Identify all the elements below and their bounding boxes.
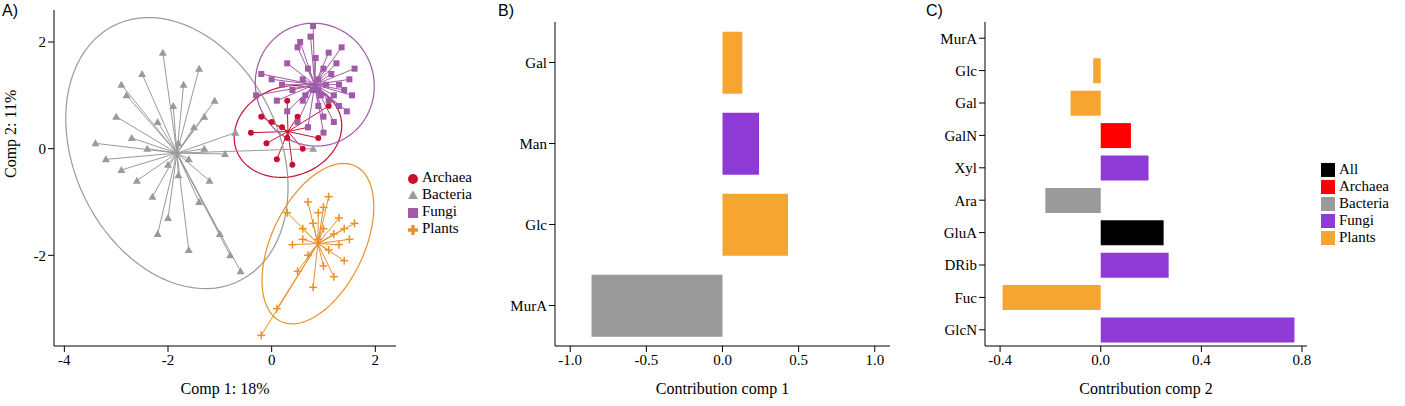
html-text:Bacteria: Bacteria (422, 186, 472, 202)
svg-text:Glc: Glc (525, 217, 547, 233)
svg-text:0: 0 (268, 352, 276, 368)
svg-text:Fuc: Fuc (955, 290, 978, 306)
html-text:Plants: Plants (1339, 228, 1376, 245)
svg-text:0: 0 (39, 141, 47, 157)
html-text:B): B) (498, 2, 514, 19)
svg-text:-4: -4 (58, 352, 71, 368)
svg-text:0.0: 0.0 (1091, 352, 1110, 368)
svg-text:MurA: MurA (510, 298, 547, 314)
svg-text:GlcN: GlcN (945, 322, 978, 338)
svg-text:0.8: 0.8 (1293, 352, 1312, 368)
svg-text:-0.4: -0.4 (988, 352, 1012, 368)
svg-text:0.0: 0.0 (713, 352, 732, 368)
svg-text:GalN: GalN (945, 128, 978, 144)
svg-text:-2: -2 (162, 352, 175, 368)
svg-text:Contribution comp 2: Contribution comp 2 (1079, 380, 1212, 398)
html-text:Fungi: Fungi (1339, 211, 1374, 228)
svg-text:Xyl: Xyl (955, 160, 978, 176)
html-text:Archaea: Archaea (1339, 177, 1389, 194)
html-text:All: All (1339, 160, 1359, 177)
svg-text:MurA: MurA (940, 31, 977, 47)
html-text:Archaea: Archaea (422, 169, 472, 185)
svg-text:0.4: 0.4 (1192, 352, 1211, 368)
html-text:Bacteria: Bacteria (1339, 194, 1389, 211)
svg-text:Comp 1: 18%: Comp 1: 18% (181, 380, 270, 398)
html-text:C): C) (926, 2, 943, 19)
svg-text:-0.5: -0.5 (634, 352, 658, 368)
svg-text:2: 2 (39, 34, 47, 50)
svg-text:Glc: Glc (955, 63, 977, 79)
svg-text:Man: Man (520, 136, 548, 152)
html-text:A): A) (2, 2, 18, 19)
html-text:Plants: Plants (422, 220, 459, 236)
svg-text:Gal: Gal (955, 95, 977, 111)
svg-text:0.5: 0.5 (789, 352, 808, 368)
svg-text:Ara: Ara (955, 193, 978, 209)
svg-text:Comp 2: 11%: Comp 2: 11% (8, 90, 20, 178)
svg-text:DRib: DRib (944, 257, 977, 273)
svg-text:-2: -2 (34, 248, 47, 264)
svg-text:GluA: GluA (944, 225, 978, 241)
svg-text:1.0: 1.0 (865, 352, 884, 368)
svg-text:Contribution comp 1: Contribution comp 1 (656, 380, 789, 398)
svg-text:Gal: Gal (525, 55, 547, 71)
svg-text:2: 2 (372, 352, 380, 368)
svg-text:-1.0: -1.0 (558, 352, 582, 368)
html-text:Fungi: Fungi (422, 203, 457, 219)
